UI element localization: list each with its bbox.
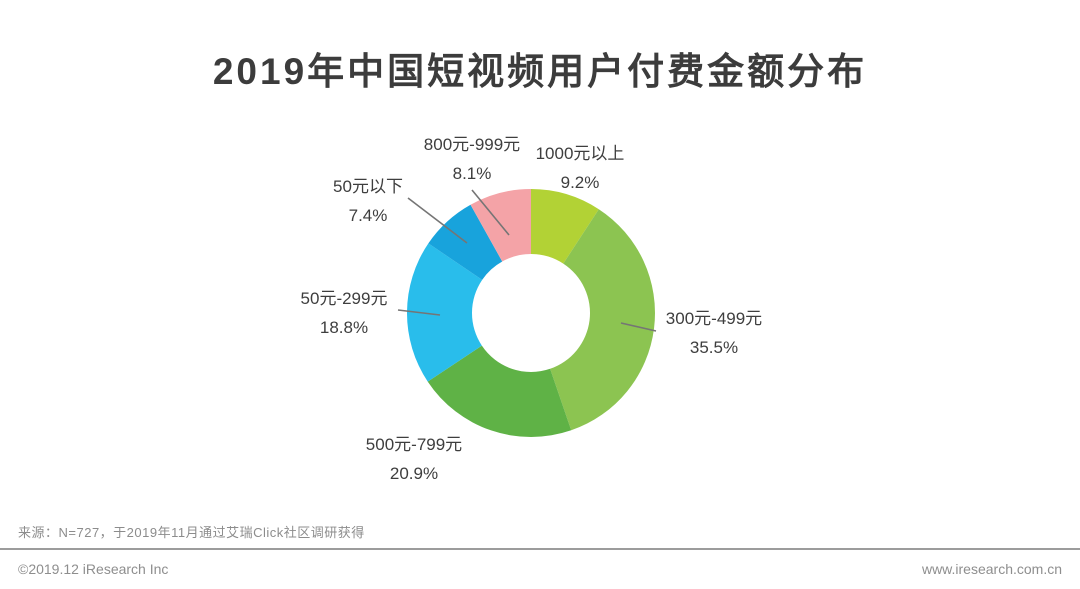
segment-percent: 7.4% (348, 206, 388, 225)
segment-label-1000-plus: 1000元以上 9.2% (470, 139, 690, 197)
copyright-text: ©2019.12 iResearch Inc (18, 561, 169, 577)
donut-segment-1 (531, 189, 599, 264)
segment-label-50-299: 50元-299元 18.8% (234, 284, 454, 342)
footer-divider (0, 548, 1080, 550)
leader-line-300-499 (620, 322, 657, 332)
leader-line-50-less (407, 197, 468, 244)
segment-percent: 9.2% (560, 173, 600, 192)
segment-percent: 8.1% (452, 164, 492, 183)
website-text: www.iresearch.com.cn (921, 561, 1062, 577)
segment-percent: 18.8% (319, 318, 369, 337)
segment-percent: 35.5% (689, 338, 739, 357)
source-note: 来源：N=727，于2019年11月通过艾瑞Click社区调研获得 (18, 525, 365, 540)
segment-name: 50元-299元 (300, 289, 388, 308)
segment-name: 500元-799元 (365, 435, 463, 454)
segment-label-800-999: 800元-999元 8.1% (362, 130, 582, 188)
donut-segment-3 (427, 345, 572, 437)
donut-segment-4 (406, 243, 483, 382)
leader-line-800-999 (471, 189, 510, 236)
page-title: 2019年中国短视频用户付费金额分布 (212, 50, 868, 92)
segment-name: 50元以下 (333, 177, 403, 196)
segment-name: 800元-999元 (423, 135, 521, 154)
segment-label-500-799: 500元-799元 20.9% (304, 430, 524, 488)
segment-label-300-499: 300元-499元 35.5% (604, 304, 824, 362)
segment-name: 300元-499元 (665, 309, 763, 328)
leader-lines (397, 189, 657, 332)
donut-segment-2 (550, 209, 655, 431)
leader-line-50-299 (397, 309, 441, 316)
segment-percent: 20.9% (389, 464, 439, 483)
segment-name: 1000元以上 (535, 144, 625, 163)
segment-label-50-less: 50元以下 7.4% (258, 172, 478, 230)
